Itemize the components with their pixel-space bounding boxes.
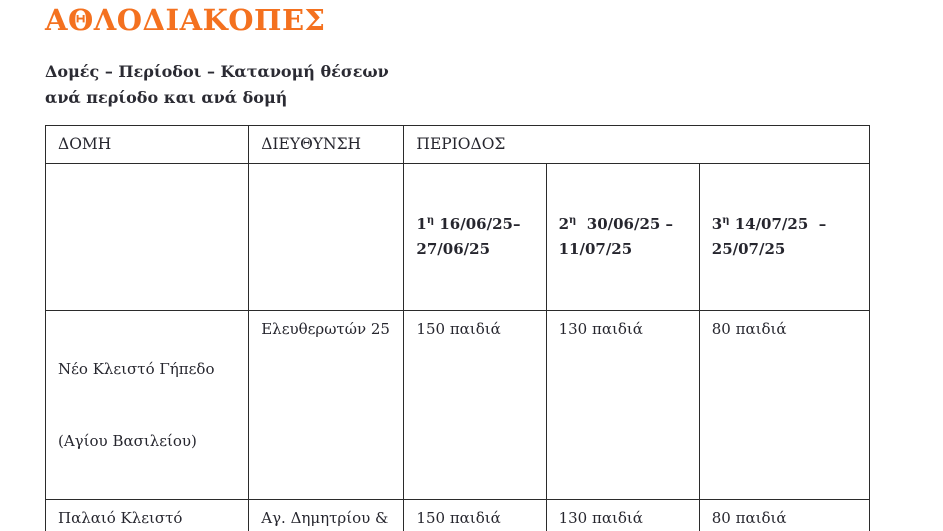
period-2-label: 2η 30/06/25 –11/07/25	[558, 215, 674, 258]
period-1-header: 1η 16/06/25– 27/06/25	[403, 163, 547, 311]
table-row: Παλαιό Κλειστό Γήπεδο Δημοτικού Σταδίου …	[44, 499, 871, 531]
facility-cell: Νέο Κλειστό Γήπεδο (Αγίου Βασιλείου)	[44, 310, 250, 500]
period-1-label: 1η 16/06/25– 27/06/25	[416, 215, 521, 258]
period-3-header: 3η 14/07/25 –25/07/25	[698, 163, 871, 311]
address-cell: Ελευθερωτών 25	[248, 310, 405, 500]
empty-cell	[248, 163, 405, 311]
empty-cell	[44, 163, 250, 311]
allocation-table: ΔΟΜΗ ΔΙΕΥΘΥΝΣΗ ΠΕΡΙΟΔΟΣ 1η 16/06/25– 27/0…	[44, 125, 871, 531]
table-header-row: ΔΟΜΗ ΔΙΕΥΘΥΝΣΗ ΠΕΡΙΟΔΟΣ	[44, 125, 870, 164]
table-row: Νέο Κλειστό Γήπεδο (Αγίου Βασιλείου) Ελε…	[44, 310, 871, 500]
period-2-value: 130 παιδιά	[545, 499, 700, 531]
period-2-header: 2η 30/06/25 –11/07/25	[545, 163, 700, 311]
table-period-row: 1η 16/06/25– 27/06/25 2η 30/06/25 –11/07/…	[44, 163, 871, 311]
header-structure: ΔΟΜΗ	[44, 125, 250, 164]
subtitle-line-1: Δομές – Περίοδοι – Κατανομή θέσεων	[45, 62, 389, 81]
page-title: ΑΘΛΟΔΙΑΚΟΠΕΣ	[45, 3, 326, 37]
period-2-value: 130 παιδιά	[545, 310, 700, 500]
period-1-value: 150 παιδιά	[403, 499, 547, 531]
period-1-value: 150 παιδιά	[403, 310, 547, 500]
address-cell: Αγ. Δημητρίου & Θεομήτορος	[248, 499, 405, 531]
header-address: ΔΙΕΥΘΥΝΣΗ	[248, 125, 405, 164]
subtitle-line-2: ανά περίοδο και ανά δομή	[45, 88, 288, 107]
facility-name-secondary: (Αγίου Βασιλείου)	[58, 432, 197, 450]
page-subtitle: Δομές – Περίοδοι – Κατανομή θέσεων ανά π…	[45, 59, 943, 111]
header-period: ΠΕΡΙΟΔΟΣ	[403, 125, 870, 164]
facility-cell: Παλαιό Κλειστό Γήπεδο Δημοτικού Σταδίου	[44, 499, 250, 531]
facility-name: Νέο Κλειστό Γήπεδο	[58, 360, 215, 378]
period-3-value: 80 παιδιά	[698, 499, 871, 531]
period-3-value: 80 παιδιά	[698, 310, 871, 500]
period-3-label: 3η 14/07/25 –25/07/25	[711, 215, 827, 258]
